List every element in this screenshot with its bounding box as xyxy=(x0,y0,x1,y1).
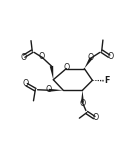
Text: O: O xyxy=(20,53,26,62)
Text: O: O xyxy=(107,52,113,61)
Polygon shape xyxy=(81,90,84,103)
Polygon shape xyxy=(50,66,53,80)
Text: O: O xyxy=(22,79,29,88)
Text: O: O xyxy=(88,53,94,62)
Text: O: O xyxy=(93,113,99,122)
Text: O: O xyxy=(63,63,69,72)
Text: O: O xyxy=(79,99,86,108)
Text: O: O xyxy=(39,52,45,61)
Polygon shape xyxy=(49,89,63,92)
Polygon shape xyxy=(84,57,93,69)
Text: O: O xyxy=(45,85,52,94)
Text: F: F xyxy=(104,76,110,85)
